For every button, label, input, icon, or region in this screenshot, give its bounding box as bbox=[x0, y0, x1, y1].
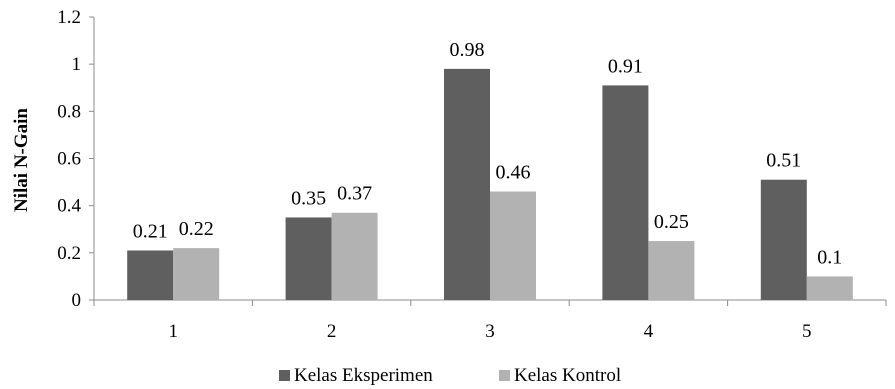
bar bbox=[173, 248, 220, 300]
y-axis: 0 0.2 0.4 0.6 0.8 1 1.2 bbox=[57, 7, 95, 311]
bar bbox=[331, 212, 378, 300]
bar bbox=[602, 85, 649, 301]
x-tick-label: 4 bbox=[644, 321, 654, 342]
x-tick-label: 3 bbox=[485, 321, 495, 342]
bars-group bbox=[127, 68, 853, 301]
data-labels-group: 0.21 0.35 0.98 0.91 0.51 0.22 0.37 0.46 0.25 0.1 bbox=[133, 39, 843, 269]
y-tick-label: 1 bbox=[72, 54, 82, 75]
bar bbox=[444, 68, 490, 300]
data-label: 0.22 bbox=[179, 218, 214, 240]
x-tick-label: 1 bbox=[168, 321, 178, 342]
data-label: 0.25 bbox=[654, 211, 689, 233]
data-label: 0.1 bbox=[817, 246, 842, 268]
bar bbox=[806, 276, 853, 300]
data-label: 0.46 bbox=[496, 162, 531, 184]
bar bbox=[285, 217, 332, 300]
data-label: 0.37 bbox=[337, 183, 372, 205]
data-label: 0.21 bbox=[133, 220, 168, 242]
data-label: 0.91 bbox=[608, 55, 643, 77]
bar bbox=[648, 241, 695, 300]
legend: Kelas Eksperimen Kelas Kontrol bbox=[279, 365, 621, 386]
data-label: 0.51 bbox=[766, 150, 801, 172]
x-axis: 1 2 3 4 5 bbox=[93, 299, 887, 342]
legend-label: Kelas Kontrol bbox=[514, 365, 621, 386]
bar bbox=[490, 191, 536, 300]
y-tick-label: 0.4 bbox=[57, 196, 81, 217]
legend-item: Kelas Kontrol bbox=[499, 365, 621, 386]
y-tick-label: 0.8 bbox=[57, 101, 81, 122]
x-tick-label: 5 bbox=[802, 321, 812, 342]
y-axis-title: Nilai N-Gain bbox=[11, 108, 32, 212]
data-label: 0.35 bbox=[291, 187, 326, 209]
y-tick-label: 0 bbox=[72, 290, 82, 311]
y-tick-label: 1.2 bbox=[57, 7, 81, 28]
y-tick-label: 0.6 bbox=[57, 149, 81, 170]
legend-swatch bbox=[499, 370, 510, 381]
legend-label: Kelas Eksperimen bbox=[294, 365, 433, 386]
bar bbox=[760, 179, 807, 300]
legend-swatch bbox=[279, 370, 290, 381]
y-tick-label: 0.2 bbox=[57, 243, 81, 264]
x-tick-label: 2 bbox=[327, 321, 337, 342]
bar bbox=[127, 250, 174, 300]
legend-item: Kelas Eksperimen bbox=[279, 365, 433, 386]
data-label: 0.98 bbox=[450, 39, 485, 61]
